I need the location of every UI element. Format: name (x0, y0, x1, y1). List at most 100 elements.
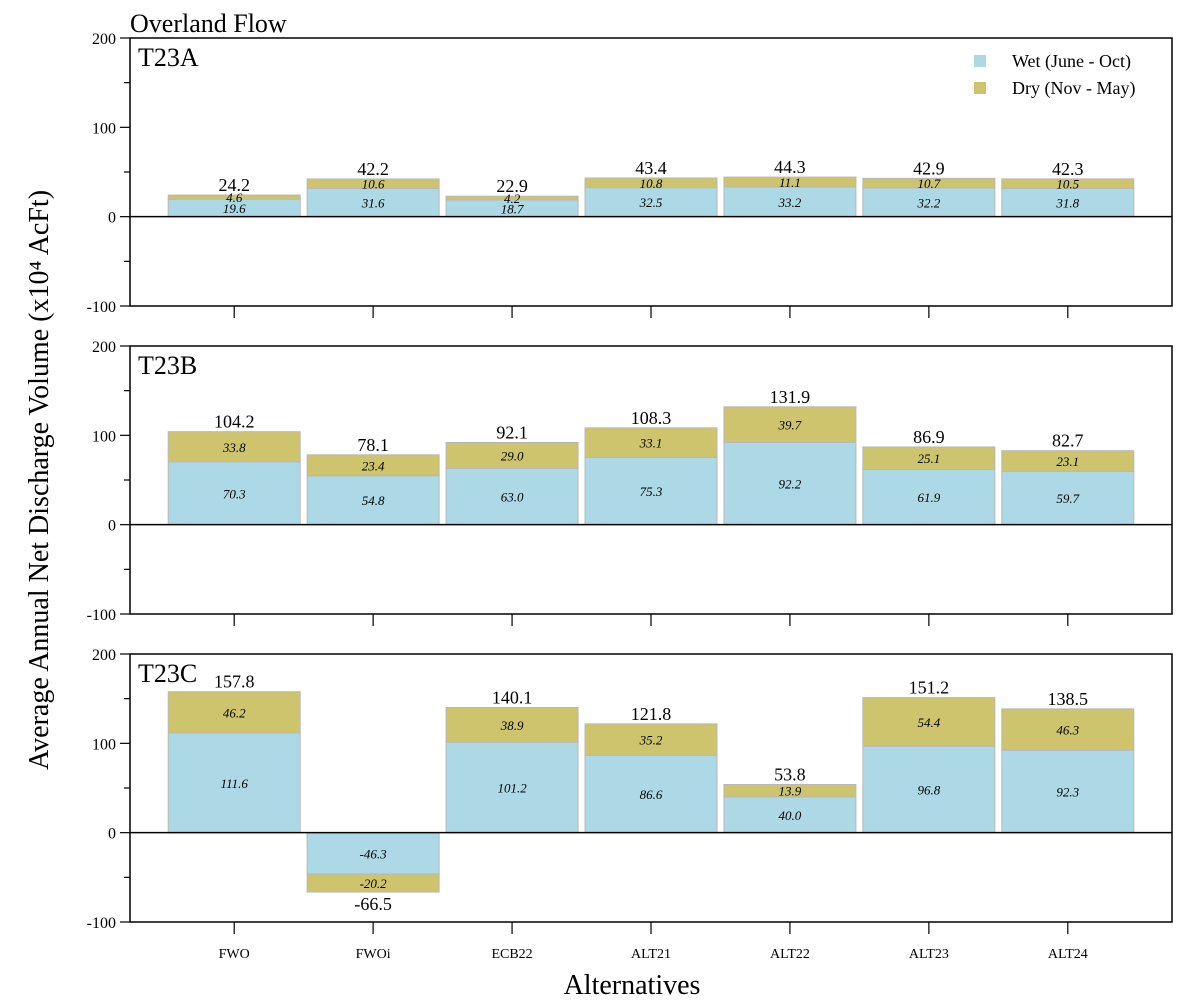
y-tick-label: 0 (108, 826, 116, 843)
bar-dry-ecb22 (445, 195, 579, 201)
bar-dry-ecb22 (445, 707, 579, 743)
bar-wet-alt21 (584, 754, 718, 834)
panel-t23c: -100 0 100 200 T23C 111.6 46.2 157.8 FWO -46.3 -20… (87, 647, 1173, 962)
dry-value-label: 11.1 (779, 175, 801, 190)
wet-value-label: 111.6 (221, 776, 249, 791)
total-value-label: -66.5 (354, 894, 392, 914)
panel-t23a: -100 0 100 200 T23A 19.64.624.2 31.6 10.642.2 18… (87, 31, 1173, 318)
dry-value-label: -20.2 (360, 876, 388, 891)
total-value-label: 43.4 (635, 158, 667, 178)
panel-label: T23A (138, 43, 199, 72)
x-tick-label: ALT24 (1048, 947, 1088, 962)
bar-dry-ecb22 (445, 441, 579, 469)
wet-value-label: 54.8 (362, 493, 385, 508)
total-value-label: 131.9 (770, 387, 811, 407)
total-value-label: 44.3 (774, 157, 806, 177)
total-value-label: 82.7 (1052, 431, 1084, 451)
bar-dry-alt21 (584, 723, 718, 756)
wet-value-label: 31.8 (1055, 195, 1079, 210)
wet-value-label: 18.7 (501, 201, 524, 216)
bar-wet-alt21 (584, 456, 718, 526)
total-value-label: 42.2 (357, 159, 389, 179)
dry-value-label: 10.6 (362, 177, 385, 192)
bar-dry-alt22 (723, 406, 857, 443)
legend-label: Wet (June - Oct) (1012, 51, 1131, 72)
total-value-label: 108.3 (631, 408, 672, 428)
y-axis-title: Average Annual Net Discharge Volume (x10… (24, 190, 55, 770)
x-tick-label: ALT23 (909, 947, 949, 962)
dry-value-label: 33.8 (222, 440, 246, 455)
x-tick-label: FWOi (356, 947, 391, 962)
bar-dry-alt24 (1001, 708, 1135, 751)
x-tick-label: ALT22 (770, 947, 810, 962)
bar-dry-alt21 (584, 177, 718, 189)
y-tick-label: 100 (92, 120, 116, 137)
panel-label: T23C (138, 659, 197, 688)
wet-value-label: 31.6 (361, 196, 385, 211)
total-value-label: 121.8 (631, 704, 672, 724)
dry-value-label: 23.4 (362, 458, 385, 473)
bar-dry-alt22 (723, 176, 857, 188)
wet-value-label: 70.3 (223, 486, 246, 501)
total-value-label: 140.1 (492, 688, 533, 708)
bar-dry-fwo (167, 431, 301, 463)
bar-wet-alt23 (862, 468, 996, 526)
wet-value-label: 101.2 (497, 780, 527, 795)
dry-value-label: 29.0 (501, 448, 524, 463)
total-value-label: 157.8 (214, 672, 255, 692)
y-tick-label: 200 (92, 647, 116, 664)
legend: Wet (June - Oct) Dry (Nov - May) (974, 51, 1135, 99)
total-value-label: 42.9 (913, 158, 945, 178)
y-tick-label: 100 (92, 428, 116, 445)
wet-value-label: 75.3 (640, 484, 663, 499)
dry-value-label: 46.2 (223, 705, 246, 720)
bar-dry-fwo (167, 691, 301, 734)
y-tick-label: -100 (87, 607, 116, 624)
bar-dry-fwoi (306, 873, 440, 893)
dry-value-label: 23.1 (1056, 454, 1079, 469)
dry-value-label: 10.5 (1056, 177, 1079, 192)
legend-label: Dry (Nov - May) (1012, 78, 1135, 99)
y-tick-label: 0 (108, 518, 116, 535)
total-value-label: 42.3 (1052, 159, 1084, 179)
dry-value-label: 33.1 (639, 436, 663, 451)
y-tick-label: 0 (108, 210, 116, 227)
dry-value-label: 25.1 (917, 451, 940, 466)
total-value-label: 24.2 (218, 175, 250, 195)
wet-value-label: 33.2 (778, 195, 802, 210)
wet-value-label: 63.0 (501, 490, 524, 505)
y-tick-label: 100 (92, 736, 116, 753)
x-axis-title: Alternatives (564, 970, 701, 1000)
bar-dry-fwo (167, 194, 301, 200)
bar-wet-alt24 (1001, 749, 1135, 834)
total-value-label: 53.8 (774, 765, 806, 785)
y-tick-label: 200 (92, 31, 116, 48)
bar-dry-alt24 (1001, 450, 1135, 472)
figure-title: Overland Flow (130, 9, 287, 38)
dry-value-label: 10.8 (640, 176, 663, 191)
bar-wet-fwo (167, 732, 301, 834)
wet-value-label: 32.2 (916, 195, 940, 210)
y-tick-label: -100 (87, 299, 116, 316)
legend-swatch (974, 55, 986, 67)
dry-value-label: 46.3 (1056, 723, 1079, 738)
bar-dry-fwoi (306, 178, 440, 189)
total-value-label: 138.5 (1048, 689, 1089, 709)
bar-dry-alt22 (723, 784, 857, 798)
bar-dry-fwoi (306, 454, 440, 477)
bar-wet-fwo (167, 461, 301, 526)
x-tick-label: ECB22 (491, 947, 532, 962)
wet-value-label: -46.3 (360, 846, 388, 861)
wet-value-label: 92.2 (779, 476, 802, 491)
chart-panels: -100 0 100 200 T23A 19.64.624.2 31.6 10.642.2 18… (87, 31, 1173, 962)
total-value-label: 151.2 (909, 678, 950, 698)
wet-value-label: 40.0 (779, 808, 802, 823)
legend-swatch (974, 82, 986, 94)
dry-value-label: 4.6 (226, 190, 243, 205)
total-value-label: 22.9 (496, 176, 528, 196)
total-value-label: 92.1 (496, 422, 528, 442)
dry-value-label: 4.2 (504, 191, 521, 206)
bar-wet-alt22 (723, 796, 857, 834)
dry-value-label: 54.4 (917, 715, 940, 730)
